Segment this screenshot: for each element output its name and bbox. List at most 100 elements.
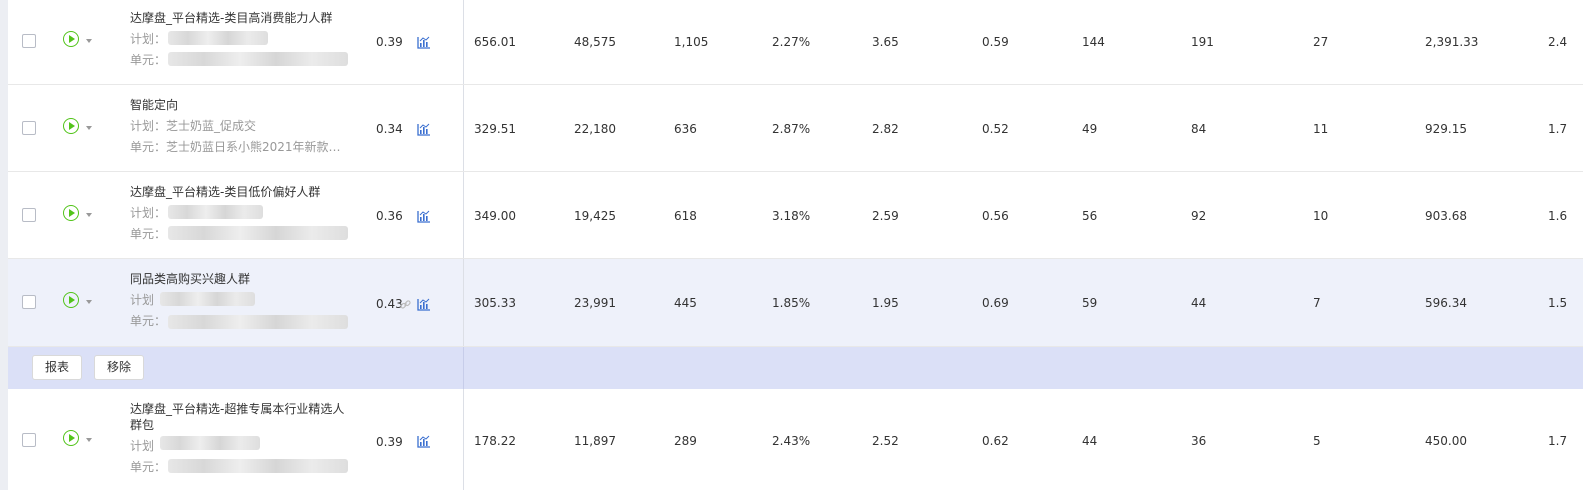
metric-cell: 656.01 <box>474 35 516 49</box>
metric-cell: 7 <box>1313 296 1321 310</box>
plan-redacted <box>168 31 268 45</box>
row-checkbox[interactable] <box>22 208 36 222</box>
chevron-down-icon[interactable] <box>86 438 92 442</box>
table-row: 达摩盘_平台精选-类目低价偏好人群 计划： 单元： 0.36 349.00 19… <box>8 172 1583 259</box>
bid-value[interactable]: 0.39 <box>376 435 403 449</box>
plan-redacted <box>160 292 255 306</box>
bar-chart-icon[interactable] <box>417 36 431 49</box>
metric-cell: 3.18% <box>772 209 811 223</box>
metric-cell: 2,391.33 <box>1425 35 1479 49</box>
metric-cell: 329.51 <box>474 122 516 136</box>
unit-label: 单元：芝士奶蓝日系小熊2021年新款睡... <box>130 140 350 154</box>
remove-button[interactable]: 移除 <box>94 355 145 380</box>
metric-cell: 0.59 <box>982 35 1009 49</box>
table-row: 达摩盘_平台精选-超推专属本行业精选人群包 计划 单元： 0.39 178.22… <box>8 389 1583 490</box>
bar-chart-icon[interactable] <box>417 210 431 223</box>
target-name: 达摩盘_平台精选-超推专属本行业精选人群包 <box>130 402 345 432</box>
metric-cell: 49 <box>1082 122 1098 136</box>
play-circle-icon[interactable] <box>63 205 79 221</box>
unit-redacted <box>168 52 348 66</box>
metric-cell: 2.27% <box>772 35 811 49</box>
bid-value[interactable]: 0.39 <box>376 35 403 49</box>
metric-cell: 1.6 <box>1548 209 1568 223</box>
chevron-down-icon[interactable] <box>86 300 92 304</box>
metric-cell: 56 <box>1082 209 1098 223</box>
target-name: 智能定向 <box>130 98 179 112</box>
frozen-columns <box>8 389 464 490</box>
metric-cell: 305.33 <box>474 296 516 310</box>
bar-chart-icon[interactable] <box>417 435 431 448</box>
report-button[interactable]: 报表 <box>32 355 83 380</box>
bid-value[interactable]: 0.34 <box>376 122 403 136</box>
metric-cell: 445 <box>674 296 697 310</box>
metric-cell: 11,897 <box>574 434 616 448</box>
metric-cell: 2.82 <box>872 122 899 136</box>
plan-label: 计划：芝士奶蓝_促成交 <box>130 119 257 133</box>
metric-cell: 178.22 <box>474 434 516 448</box>
target-name: 达摩盘_平台精选-类目高消费能力人群 <box>130 11 333 25</box>
play-circle-icon[interactable] <box>63 292 79 308</box>
metric-cell: 11 <box>1313 122 1329 136</box>
frozen-columns <box>8 0 464 84</box>
frozen-columns <box>8 172 464 258</box>
metric-cell: 0.69 <box>982 296 1009 310</box>
chevron-down-icon[interactable] <box>86 213 92 217</box>
row-checkbox[interactable] <box>22 34 36 48</box>
metric-cell: 636 <box>674 122 697 136</box>
play-circle-icon[interactable] <box>63 118 79 134</box>
link-icon[interactable] <box>400 299 411 310</box>
metric-cell: 2.4 <box>1548 35 1568 49</box>
metric-cell: 929.15 <box>1425 122 1467 136</box>
metric-cell: 5 <box>1313 434 1321 448</box>
bid-value[interactable]: 0.36 <box>376 209 403 223</box>
metric-cell: 92 <box>1191 209 1207 223</box>
plan-redacted <box>160 436 260 450</box>
row-checkbox[interactable] <box>22 433 36 447</box>
metric-cell: 23,991 <box>574 296 616 310</box>
metric-cell: 903.68 <box>1425 209 1467 223</box>
bar-chart-icon[interactable] <box>417 123 431 136</box>
metric-cell: 2.87% <box>772 122 811 136</box>
metric-cell: 1.5 <box>1548 296 1568 310</box>
bar-chart-icon[interactable] <box>417 298 431 311</box>
metric-cell: 0.52 <box>982 122 1009 136</box>
row-action-bar: 报表 移除 <box>8 347 1583 389</box>
metric-cell: 59 <box>1082 296 1098 310</box>
row-checkbox[interactable] <box>22 295 36 309</box>
metric-cell: 2.59 <box>872 209 899 223</box>
chevron-down-icon[interactable] <box>86 39 92 43</box>
metric-cell: 10 <box>1313 209 1329 223</box>
plan-redacted <box>168 205 263 219</box>
metric-cell: 144 <box>1082 35 1105 49</box>
play-circle-icon[interactable] <box>63 430 79 446</box>
target-name: 同品类高购买兴趣人群 <box>130 272 251 286</box>
metric-cell: 0.62 <box>982 434 1009 448</box>
unit-redacted <box>168 459 348 473</box>
row-checkbox[interactable] <box>22 121 36 135</box>
metric-cell: 1,105 <box>674 35 709 49</box>
chevron-down-icon[interactable] <box>86 126 92 130</box>
unit-redacted <box>168 315 348 329</box>
metric-cell: 44 <box>1082 434 1098 448</box>
table-row: 达摩盘_平台精选-类目高消费能力人群 计划： 单元： 0.39 656.01 4… <box>8 0 1583 85</box>
metric-cell: 1.7 <box>1548 122 1568 136</box>
frozen-divider <box>463 347 464 389</box>
metric-cell: 1.85% <box>772 296 811 310</box>
metric-cell: 450.00 <box>1425 434 1467 448</box>
metric-cell: 19,425 <box>574 209 616 223</box>
metric-cell: 84 <box>1191 122 1207 136</box>
target-name: 达摩盘_平台精选-类目低价偏好人群 <box>130 185 321 199</box>
metric-cell: 289 <box>674 434 697 448</box>
metric-cell: 1.95 <box>872 296 899 310</box>
metric-cell: 44 <box>1191 296 1207 310</box>
metric-cell: 349.00 <box>474 209 516 223</box>
metric-cell: 48,575 <box>574 35 616 49</box>
metric-cell: 27 <box>1313 35 1329 49</box>
frozen-columns <box>8 85 464 171</box>
bid-value[interactable]: 0.43 <box>376 297 403 311</box>
metric-cell: 618 <box>674 209 697 223</box>
metric-cell: 596.34 <box>1425 296 1467 310</box>
left-scroll-edge <box>0 0 8 490</box>
play-circle-icon[interactable] <box>63 31 79 47</box>
table-row: 智能定向 计划：芝士奶蓝_促成交 单元：芝士奶蓝日系小熊2021年新款睡... … <box>8 85 1583 172</box>
